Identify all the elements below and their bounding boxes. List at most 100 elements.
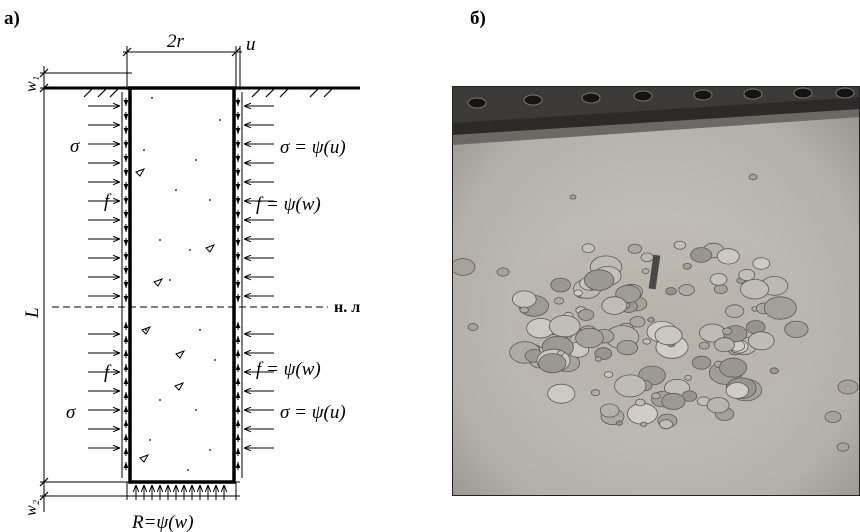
dim-2r-label: 2r <box>167 31 185 52</box>
soil-clod <box>604 371 614 378</box>
soil-clod <box>747 331 775 351</box>
f-right-lower: f = ψ(w) <box>256 359 321 380</box>
concrete-dot <box>159 239 161 241</box>
soil-clod <box>627 243 643 254</box>
soil-clod <box>691 355 712 370</box>
soil-clod <box>550 277 571 293</box>
soil-clod <box>635 398 646 407</box>
soil-clod <box>709 273 728 286</box>
soil-clod <box>453 258 476 276</box>
concrete-dot <box>214 359 216 361</box>
hatch-stroke <box>309 88 319 98</box>
concrete-dot <box>195 409 197 411</box>
aggregate-triangle <box>135 168 146 177</box>
soil-clod <box>673 240 687 250</box>
soil-clod <box>512 290 537 308</box>
concrete-dot <box>219 119 221 121</box>
aggregate-triangle <box>205 244 216 253</box>
soil-clod <box>583 269 615 291</box>
soil-clod <box>654 325 683 346</box>
hatch-stroke <box>83 88 93 98</box>
sigma-left-upper: σ <box>70 136 80 157</box>
soil-clod <box>554 297 565 305</box>
f-left-upper: f <box>104 191 112 212</box>
pile-head <box>648 254 661 290</box>
pressure-arrows-left <box>88 106 120 448</box>
aggregate-triangle <box>141 326 152 335</box>
soil-clod <box>665 287 677 296</box>
soil-clod <box>725 382 749 399</box>
photo-image <box>453 87 859 495</box>
hatch-stroke <box>251 88 261 98</box>
base-reaction-label: R=ψ(w) <box>131 512 194 532</box>
soil-clod <box>581 243 595 254</box>
soil-clod <box>626 402 658 425</box>
soil-clod <box>719 357 748 378</box>
ground-hatch-right <box>251 88 333 98</box>
aggregate-triangle <box>175 350 186 359</box>
concrete-dot <box>159 399 161 401</box>
soil-clod <box>682 263 692 270</box>
soil-clod <box>548 315 581 338</box>
soil-clod <box>706 397 730 414</box>
soil-clod <box>519 306 529 314</box>
soil-clod <box>629 316 646 328</box>
soil-clod <box>690 247 713 263</box>
soil-clod <box>615 420 623 426</box>
soil-clod <box>557 350 565 356</box>
soil-clod <box>738 268 756 281</box>
aggregate-triangle <box>139 454 150 463</box>
soil-clod <box>614 374 647 398</box>
soil-clod <box>651 392 661 400</box>
hatch-stroke <box>97 88 107 98</box>
concrete-dot <box>143 149 145 151</box>
soil-clod <box>716 248 740 265</box>
f-left-lower: f <box>104 362 112 383</box>
soil-clod <box>538 353 567 374</box>
pile-body <box>128 86 236 484</box>
concrete-dot <box>149 439 151 441</box>
soil-clod <box>640 421 648 427</box>
sigma-left-lower: σ <box>66 402 76 423</box>
hatch-stroke <box>279 88 289 98</box>
soil-clod <box>684 374 692 381</box>
soil-clod <box>594 356 602 362</box>
soil-clod <box>496 267 510 277</box>
soil-clod <box>642 338 651 345</box>
soil-clod <box>573 289 583 297</box>
panel-label-b: б) <box>470 8 486 29</box>
soil-clod <box>601 296 628 315</box>
soil-clod <box>752 257 771 270</box>
soil-clod <box>678 284 695 296</box>
soil-clod <box>616 340 639 356</box>
concrete-dot <box>199 329 201 331</box>
rail-bolts <box>467 87 855 109</box>
soil-clod <box>784 320 809 338</box>
soil-clod <box>713 284 728 295</box>
soil-clod <box>599 403 620 418</box>
dim-L-label: L <box>22 307 43 319</box>
concrete-texture <box>135 97 221 471</box>
soil-clod <box>698 341 710 350</box>
soil-clod <box>714 337 735 353</box>
soil-pile-photo <box>452 86 860 496</box>
hatch-stroke <box>109 88 119 98</box>
soil-clod <box>641 268 650 274</box>
soil-clods <box>453 173 859 452</box>
concrete-dot <box>151 97 153 99</box>
soil-clod <box>836 442 850 452</box>
soil-clod <box>647 317 655 323</box>
pressure-arrows-right <box>244 106 274 448</box>
concrete-dot <box>209 449 211 451</box>
soil-clod <box>569 194 577 200</box>
sigma-right-upper: σ = ψ(u) <box>280 137 346 158</box>
soil-clod <box>725 304 745 319</box>
soil-clod <box>547 383 576 404</box>
soil-clod <box>590 389 601 397</box>
dim-w2-label: w₂ <box>23 499 40 516</box>
dim-w1-label: w₁ <box>23 76 40 92</box>
soil-clod <box>748 173 758 181</box>
soil-clod <box>740 278 770 300</box>
concrete-dot <box>187 469 189 471</box>
soil-clod <box>769 367 779 375</box>
